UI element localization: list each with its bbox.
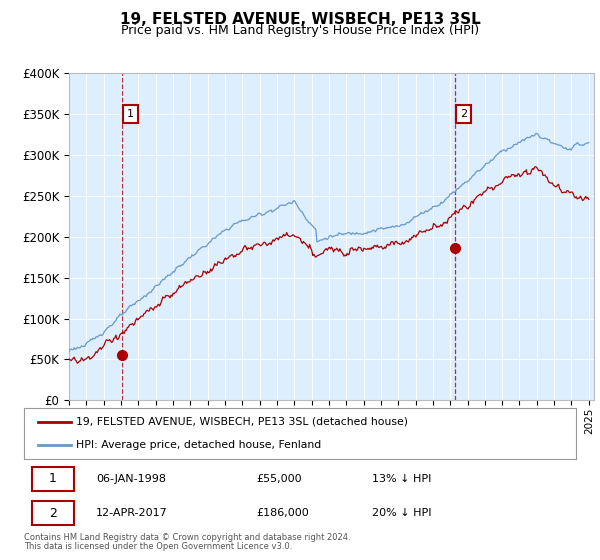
Text: 19, FELSTED AVENUE, WISBECH, PE13 3SL (detached house): 19, FELSTED AVENUE, WISBECH, PE13 3SL (d… xyxy=(76,417,409,427)
Text: 06-JAN-1998: 06-JAN-1998 xyxy=(96,474,166,484)
Text: This data is licensed under the Open Government Licence v3.0.: This data is licensed under the Open Gov… xyxy=(24,542,292,550)
Text: 1: 1 xyxy=(49,473,57,486)
Text: £55,000: £55,000 xyxy=(256,474,301,484)
Text: 20% ↓ HPI: 20% ↓ HPI xyxy=(372,508,431,519)
Text: 13% ↓ HPI: 13% ↓ HPI xyxy=(372,474,431,484)
Text: £186,000: £186,000 xyxy=(256,508,308,519)
FancyBboxPatch shape xyxy=(32,467,74,491)
Text: Price paid vs. HM Land Registry's House Price Index (HPI): Price paid vs. HM Land Registry's House … xyxy=(121,24,479,36)
Text: 19, FELSTED AVENUE, WISBECH, PE13 3SL: 19, FELSTED AVENUE, WISBECH, PE13 3SL xyxy=(119,12,481,27)
Text: 2: 2 xyxy=(49,507,57,520)
Text: 1: 1 xyxy=(127,109,134,119)
Text: 12-APR-2017: 12-APR-2017 xyxy=(96,508,167,519)
Text: Contains HM Land Registry data © Crown copyright and database right 2024.: Contains HM Land Registry data © Crown c… xyxy=(24,533,350,542)
FancyBboxPatch shape xyxy=(32,501,74,525)
Text: HPI: Average price, detached house, Fenland: HPI: Average price, detached house, Fenl… xyxy=(76,440,322,450)
Text: 2: 2 xyxy=(460,109,467,119)
